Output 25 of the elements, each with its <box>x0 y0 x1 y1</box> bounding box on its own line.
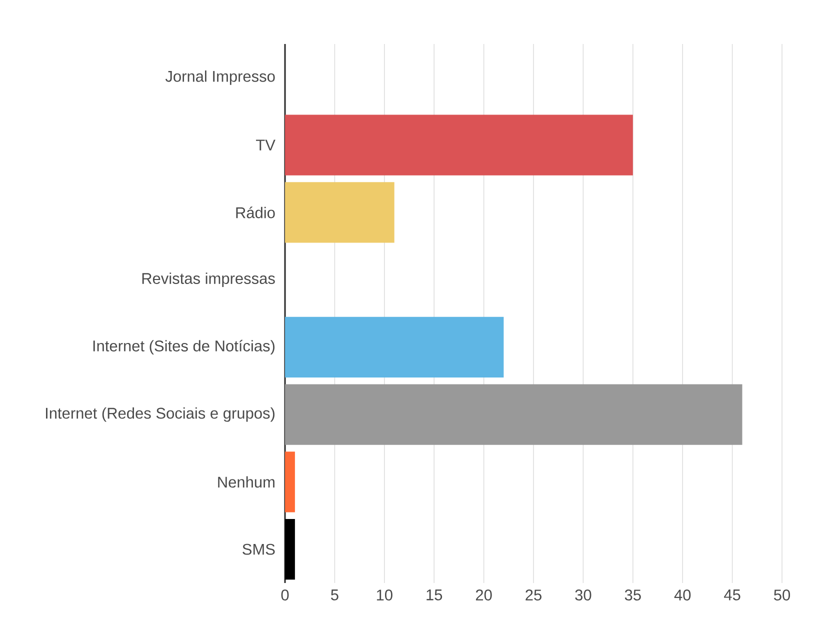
y-tick-label: SMS <box>242 544 275 555</box>
y-tick-label: TV <box>256 140 276 150</box>
bar <box>285 518 295 580</box>
x-tick-label: 10 <box>376 590 392 601</box>
bar <box>285 316 504 378</box>
x-tick-label: 5 <box>331 590 338 600</box>
bar <box>285 114 633 176</box>
y-tick-label: Nenhum <box>218 476 274 488</box>
y-tick-label: Jornal Impresso <box>165 70 275 85</box>
x-tick-label: 35 <box>624 590 641 601</box>
bar <box>285 182 394 243</box>
x-tick-label: 15 <box>426 590 442 600</box>
y-tick-label: Rádio <box>236 206 275 218</box>
bar <box>285 384 742 445</box>
y-tick-label: Internet (Sites de Notícias) <box>93 340 274 355</box>
x-tick-label: 25 <box>526 590 542 601</box>
x-tick-label: 20 <box>476 590 492 601</box>
x-tick-label: 0 <box>281 590 289 601</box>
x-tick-label: 30 <box>575 590 592 601</box>
bar <box>285 452 295 512</box>
y-tick-label: Internet (Redes Sociais e grupos) <box>46 407 274 422</box>
x-tick-label: 50 <box>774 590 790 601</box>
y-tick-label: Revistas impressas <box>142 272 275 288</box>
x-tick-label: 45 <box>724 590 740 600</box>
x-tick-label: 40 <box>674 590 691 601</box>
